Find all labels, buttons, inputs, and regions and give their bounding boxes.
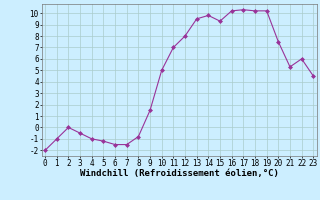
X-axis label: Windchill (Refroidissement éolien,°C): Windchill (Refroidissement éolien,°C) <box>80 169 279 178</box>
